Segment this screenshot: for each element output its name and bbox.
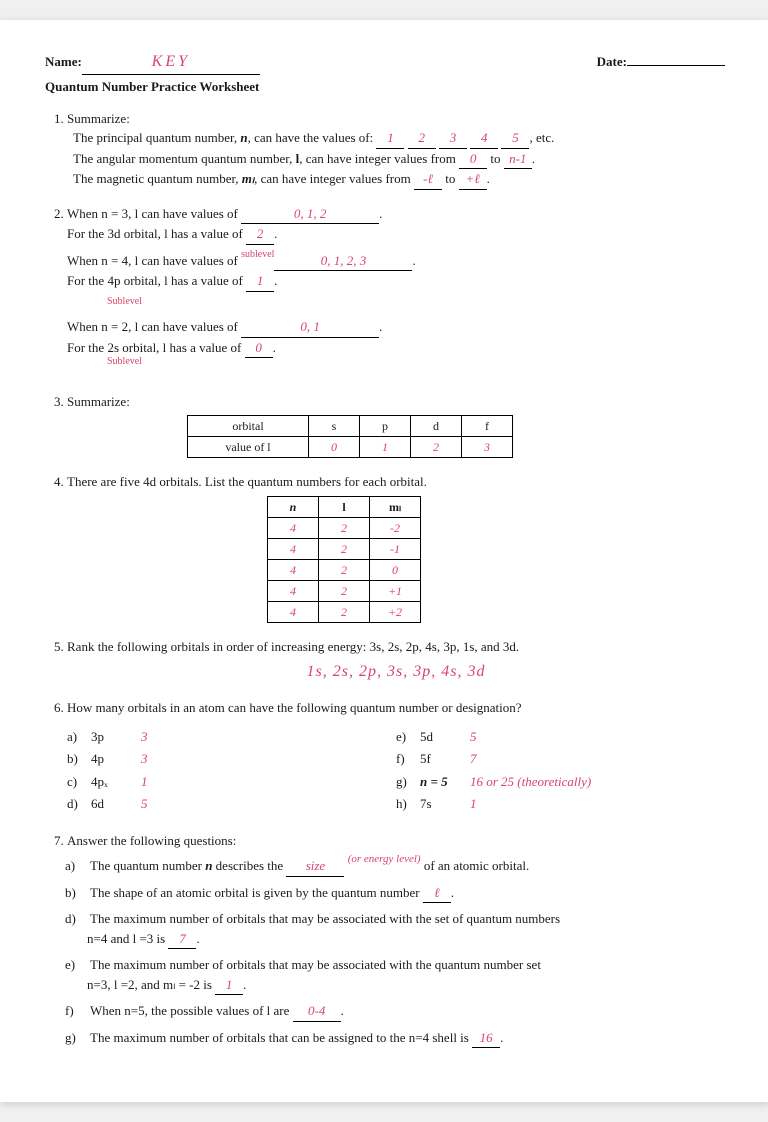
question-list: Summarize: The principal quantum number,…	[45, 109, 725, 1049]
q5-answer: 1s, 2s, 2p, 3s, 3p, 4s, 3d	[307, 663, 486, 680]
date-value	[627, 65, 725, 66]
q7-sublist: The quantum number n describes the size …	[67, 856, 725, 1048]
table-row: 42+1	[268, 580, 421, 601]
table-row: orbital s p d f	[188, 416, 513, 437]
table-row: n l mₗ	[268, 496, 421, 517]
list-item: The quantum number n describes the size …	[87, 856, 725, 877]
q4-table: n l mₗ 42-2 42-1 420 42+1 42+2	[267, 496, 421, 623]
q1-body: The principal quantum number, n, can hav…	[67, 128, 725, 190]
q2: When n = 3, l can have values of 0, 1, 2…	[67, 204, 725, 378]
name-field: Name: KEY	[45, 50, 260, 75]
q6-right-col: e)5d5 f)5f7 g)n = 516 or 25 (theoretical…	[396, 724, 725, 817]
list-item: The maximum number of orbitals that may …	[87, 955, 725, 995]
table-row: value of l 0 1 2 3	[188, 437, 513, 458]
header-row: Name: KEY Date:	[45, 50, 725, 75]
table-row: 420	[268, 559, 421, 580]
list-item: d)6d5	[67, 794, 396, 814]
list-item: c)4pₓ1	[67, 772, 396, 792]
list-item: When n=5, the possible values of l are 0…	[87, 1001, 725, 1022]
name-label: Name:	[45, 52, 82, 72]
worksheet-title: Quantum Number Practice Worksheet	[45, 77, 725, 97]
date-field: Date:	[597, 52, 725, 72]
q1-label: Summarize:	[67, 111, 130, 126]
list-item: g)n = 516 or 25 (theoretically)	[396, 772, 725, 792]
q6: How many orbitals in an atom can have th…	[67, 698, 725, 817]
table-row: 42-2	[268, 517, 421, 538]
table-row: 42-1	[268, 538, 421, 559]
q6-left-col: a)3p3 b)4p3 c)4pₓ1 d)6d5	[67, 724, 396, 817]
list-item: The maximum number of orbitals that may …	[87, 909, 725, 949]
table-row: 42+2	[268, 601, 421, 622]
q3-table: orbital s p d f value of l 0 1 2 3	[187, 415, 513, 458]
name-value: KEY	[82, 50, 260, 75]
worksheet-page: Name: KEY Date: Quantum Number Practice …	[0, 20, 768, 1102]
list-item: The maximum number of orbitals that can …	[87, 1028, 725, 1049]
list-item: a)3p3	[67, 727, 396, 747]
date-label: Date:	[597, 52, 627, 72]
list-item: h)7s1	[396, 794, 725, 814]
q1: Summarize: The principal quantum number,…	[67, 109, 725, 190]
q7: Answer the following questions: The quan…	[67, 831, 725, 1049]
list-item: f)5f7	[396, 749, 725, 769]
q4: There are five 4d orbitals. List the qua…	[67, 472, 725, 623]
q5: Rank the following orbitals in order of …	[67, 637, 725, 685]
list-item: The shape of an atomic orbital is given …	[87, 883, 725, 904]
q3-label: Summarize:	[67, 394, 130, 409]
q3: Summarize: orbital s p d f value of l 0 …	[67, 392, 725, 459]
list-item: b)4p3	[67, 749, 396, 769]
list-item: e)5d5	[396, 727, 725, 747]
